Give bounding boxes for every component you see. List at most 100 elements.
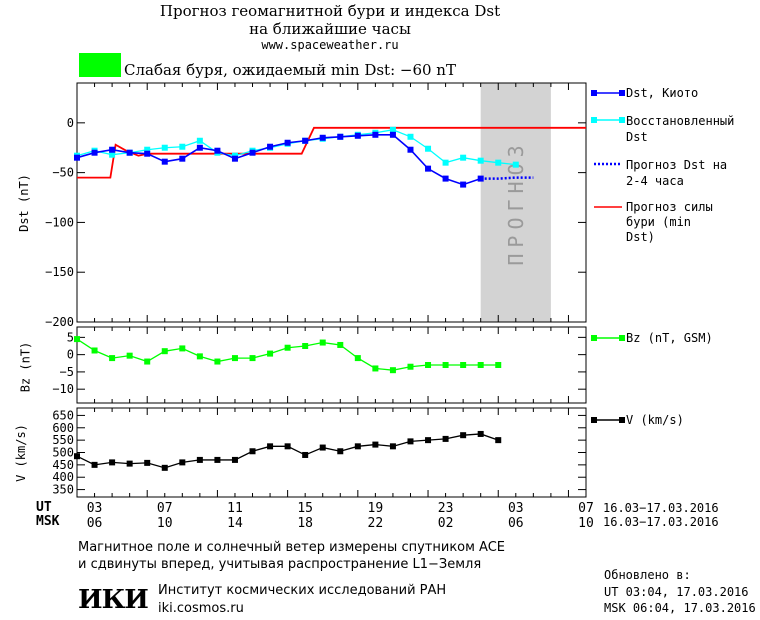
data-point-bz xyxy=(74,336,80,343)
data-point-dst-restored xyxy=(477,157,484,164)
series-line-dst-kyoto xyxy=(76,133,481,186)
data-point-dst-restored xyxy=(109,151,116,158)
data-point-dst-restored xyxy=(161,144,168,151)
ut-axis-label: UT xyxy=(36,500,52,515)
chart-title-line2: на ближайшие часы xyxy=(249,20,411,38)
data-point-speed xyxy=(337,448,344,455)
data-point-dst-kyoto xyxy=(407,146,414,153)
legend-marker-speed xyxy=(591,417,597,423)
data-point-dst-kyoto xyxy=(249,149,256,156)
data-point-speed xyxy=(196,456,203,463)
data-point-speed xyxy=(249,448,256,455)
data-point-dst-kyoto xyxy=(231,155,238,162)
series-line-bz xyxy=(76,338,499,371)
data-point-dst-kyoto xyxy=(179,155,186,162)
data-point-bz xyxy=(91,347,98,354)
updated-label: Обновлено в: xyxy=(604,568,691,582)
series-line-speed xyxy=(76,433,499,469)
y-tick-label: 0 xyxy=(67,116,74,130)
data-point-speed xyxy=(319,444,326,451)
y-tick-label: −100 xyxy=(45,215,74,229)
y-tick-label: −150 xyxy=(45,265,74,279)
speed-axis-label: V (km/s) xyxy=(13,424,28,482)
data-point-speed xyxy=(74,453,80,460)
msk-tick-label: 22 xyxy=(368,516,384,531)
panel-frame-bz xyxy=(76,326,587,404)
measurement-note-line2: и сдвинуты вперед, учитывая распростране… xyxy=(78,557,482,572)
data-point-speed xyxy=(91,461,98,468)
data-point-dst-kyoto xyxy=(74,154,80,161)
legend-marker-dst-kyoto xyxy=(619,90,625,96)
forecast-region-label: ПРОГНОЗ xyxy=(504,139,528,265)
series-line-dst-restored xyxy=(76,129,516,166)
data-point-dst-restored xyxy=(495,159,502,166)
data-point-dst-restored xyxy=(425,145,432,152)
data-point-speed xyxy=(442,435,449,442)
data-point-bz xyxy=(196,353,203,360)
y-tick-label: 600 xyxy=(52,421,74,435)
data-point-speed xyxy=(495,437,502,444)
legend-label-dst-restored: Восстановленный Dst xyxy=(626,114,735,144)
data-point-bz xyxy=(267,350,274,357)
forecast-shaded-region xyxy=(480,83,551,322)
data-point-speed xyxy=(109,459,116,466)
data-point-bz xyxy=(495,362,502,368)
data-point-dst-restored xyxy=(442,159,449,166)
msk-tick-label: 10 xyxy=(157,516,173,531)
data-point-bz xyxy=(126,352,133,359)
dst-axis-label: Dst (nT) xyxy=(16,174,31,232)
legend-label-dst-kyoto: Dst, Киото xyxy=(626,86,699,100)
data-point-dst-restored xyxy=(389,126,396,133)
site-url: www.spaceweather.ru xyxy=(261,38,399,52)
storm-level-swatch xyxy=(79,53,121,77)
data-point-bz xyxy=(231,355,238,362)
y-tick-label: 550 xyxy=(52,433,74,447)
msk-tick-label: 14 xyxy=(227,516,243,531)
institute-name: Институт космических исследований РАН xyxy=(158,583,447,598)
data-point-dst-restored xyxy=(179,143,186,150)
msk-tick-label: 06 xyxy=(87,516,103,531)
data-point-dst-restored xyxy=(460,154,467,161)
data-point-speed xyxy=(267,443,274,450)
msk-tick-label: 06 xyxy=(508,516,524,531)
y-tick-label: −10 xyxy=(52,382,74,396)
data-point-dst-kyoto xyxy=(161,158,168,165)
y-tick-label: −200 xyxy=(45,315,74,329)
data-point-dst-restored xyxy=(196,137,203,144)
y-tick-label: 350 xyxy=(52,483,74,497)
data-point-dst-kyoto xyxy=(109,146,116,153)
storm-status-text: Слабая буря, ожидаемый min Dst: −60 nT xyxy=(124,61,456,79)
data-point-bz xyxy=(372,365,379,372)
data-point-dst-kyoto xyxy=(319,134,326,141)
updated-ut: UT 03:04, 17.03.2016 xyxy=(604,585,749,599)
data-point-speed xyxy=(425,437,432,444)
data-point-speed xyxy=(407,438,414,445)
legend-label-dst-forecast: Прогноз Dst на 2-4 часа xyxy=(626,158,728,188)
data-point-bz xyxy=(109,355,116,362)
legend-label-storm-forecast: Прогноз силы бури (min Dst) xyxy=(626,200,713,244)
updated-msk: MSK 06:04, 17.03.2016 xyxy=(604,601,756,615)
data-point-dst-restored xyxy=(512,161,519,168)
data-point-speed xyxy=(284,443,291,450)
data-point-dst-kyoto xyxy=(284,139,291,146)
measurement-note-line1: Магнитное поле и солнечный ветер измерен… xyxy=(78,540,506,555)
data-point-bz xyxy=(161,348,168,355)
data-point-bz xyxy=(302,343,309,349)
y-tick-label: −5 xyxy=(60,365,74,379)
ut-tick-label: 07 xyxy=(157,501,173,516)
data-point-dst-kyoto xyxy=(214,147,221,154)
data-point-dst-kyoto xyxy=(337,133,344,140)
data-point-dst-kyoto xyxy=(372,131,379,138)
data-point-bz xyxy=(284,344,291,351)
panel-frame-dst xyxy=(76,82,587,323)
data-point-dst-kyoto xyxy=(302,137,309,144)
data-point-speed xyxy=(144,459,151,466)
data-point-bz xyxy=(425,362,432,368)
data-point-bz xyxy=(389,367,396,374)
bz-axis-label: Bz (nT) xyxy=(18,341,33,393)
data-point-bz xyxy=(477,362,484,368)
institute-site-link[interactable]: iki.cosmos.ru xyxy=(158,601,244,616)
y-tick-label: 400 xyxy=(52,470,74,484)
msk-tick-label: 02 xyxy=(438,516,454,531)
